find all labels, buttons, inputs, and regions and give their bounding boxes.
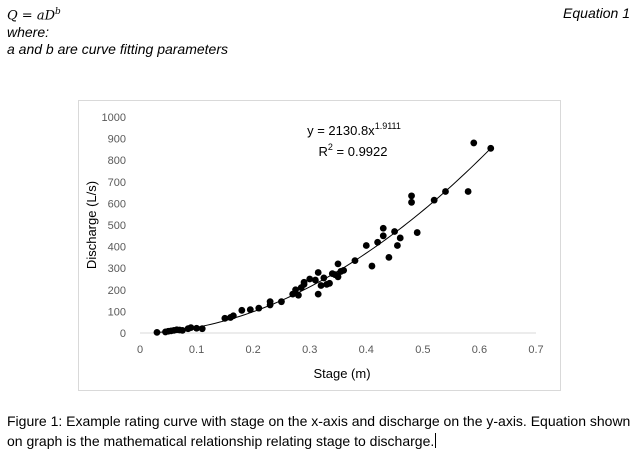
equation-main: y = 2130.8x: [307, 123, 375, 138]
data-point: [487, 144, 495, 152]
x-tick-label: 0.2: [245, 344, 260, 356]
r2-symbol: R: [319, 144, 328, 159]
power-trendline: [156, 148, 492, 333]
data-point: [306, 275, 314, 283]
y-tick-label: 500: [108, 220, 126, 232]
data-point: [340, 266, 348, 274]
data-point: [314, 269, 322, 276]
formula-ad: aD: [36, 8, 56, 24]
formula-q: Q: [7, 8, 18, 24]
data-point: [464, 188, 472, 195]
r2-value: = 0.9922: [333, 144, 388, 159]
x-tick-label: 0.3: [302, 344, 317, 356]
data-point: [179, 327, 186, 334]
data-point: [351, 257, 359, 265]
y-tick-label: 300: [108, 263, 126, 275]
data-point: [413, 229, 421, 236]
y-tick-label: 100: [108, 306, 126, 318]
data-point: [394, 242, 401, 249]
x-tick-label: 0.1: [189, 344, 204, 356]
x-tick-label: 0.6: [472, 344, 487, 356]
data-points: [153, 139, 495, 336]
data-point: [391, 228, 398, 235]
r2-superscript: 2: [328, 142, 333, 152]
data-point: [320, 274, 328, 282]
data-point: [374, 238, 381, 246]
data-point: [229, 312, 237, 320]
x-tick-label: 0.4: [359, 344, 374, 356]
data-point: [153, 328, 161, 336]
data-point: [193, 324, 200, 332]
data-point: [442, 188, 449, 195]
data-point: [187, 324, 195, 331]
y-tick-label: 1000: [102, 112, 126, 124]
equation-formula: Q = aDb: [7, 4, 228, 24]
data-point: [314, 290, 322, 298]
data-point: [246, 306, 254, 314]
data-point: [470, 139, 478, 147]
y-tick-label: 700: [108, 177, 126, 189]
formula-exponent: b: [55, 7, 61, 17]
data-point: [238, 306, 246, 314]
equation-block: Q = aDb where: a and b are curve fitting…: [7, 4, 228, 58]
data-point: [385, 254, 393, 261]
text-cursor: [435, 433, 437, 448]
equation-where: where:: [7, 24, 50, 41]
y-tick-label: 800: [108, 155, 126, 167]
data-point: [278, 298, 285, 306]
data-point: [362, 242, 370, 249]
y-tick-label: 200: [108, 285, 126, 297]
y-axis-ticks: 0 100 200 300 400 500 600 700 800 900 1000: [102, 112, 126, 340]
data-point: [368, 262, 376, 270]
data-point: [255, 304, 263, 312]
x-axis-ticks: 0 0.1 0.2 0.3 0.4 0.5 0.6 0.7: [137, 344, 544, 356]
data-point: [379, 232, 387, 240]
data-point: [221, 314, 229, 322]
data-point: [311, 276, 319, 284]
y-axis-title: Discharge (L/s): [84, 181, 99, 269]
figure-caption: Figure 1: Example rating curve with stag…: [7, 411, 632, 451]
y-tick-label: 600: [108, 198, 126, 210]
x-axis-title: Stage (m): [313, 366, 370, 381]
data-point: [326, 279, 333, 287]
y-tick-label: 0: [120, 328, 126, 340]
data-point: [292, 286, 299, 294]
chart-svg: 0 100 200 300 400 500 600 700 800 900 1000 0 0.1 0.2…: [84, 112, 544, 381]
data-point: [198, 325, 206, 333]
data-point: [317, 282, 325, 289]
data-point: [430, 196, 438, 204]
rating-curve-chart: 0 100 200 300 400 500 600 700 800 900 1000 0 0.1 0.2…: [78, 100, 561, 391]
data-point: [266, 298, 274, 306]
y-tick-label: 900: [108, 134, 126, 146]
equation-exponent: 1.9111: [375, 121, 401, 131]
figure-caption-text: Figure 1: Example rating curve with stag…: [7, 413, 631, 449]
data-point: [408, 192, 415, 200]
data-point: [379, 224, 387, 232]
equation-params: a and b are curve fitting parameters: [7, 41, 229, 58]
x-tick-label: 0.5: [415, 344, 430, 356]
y-tick-label: 400: [108, 242, 126, 254]
data-point: [295, 291, 302, 299]
data-point: [334, 273, 342, 281]
x-tick-label: 0.7: [528, 344, 543, 356]
trendline-equation: y = 2130.8x1.9111: [307, 121, 401, 138]
data-point: [396, 234, 404, 242]
data-point: [408, 198, 415, 206]
data-point: [334, 260, 342, 268]
formula-equals: =: [17, 8, 37, 24]
x-tick-label: 0: [137, 344, 143, 356]
trendline-r2: R2 = 0.9922: [319, 142, 388, 159]
equation-number-label: Equation 1: [563, 5, 630, 21]
data-point: [300, 281, 308, 288]
